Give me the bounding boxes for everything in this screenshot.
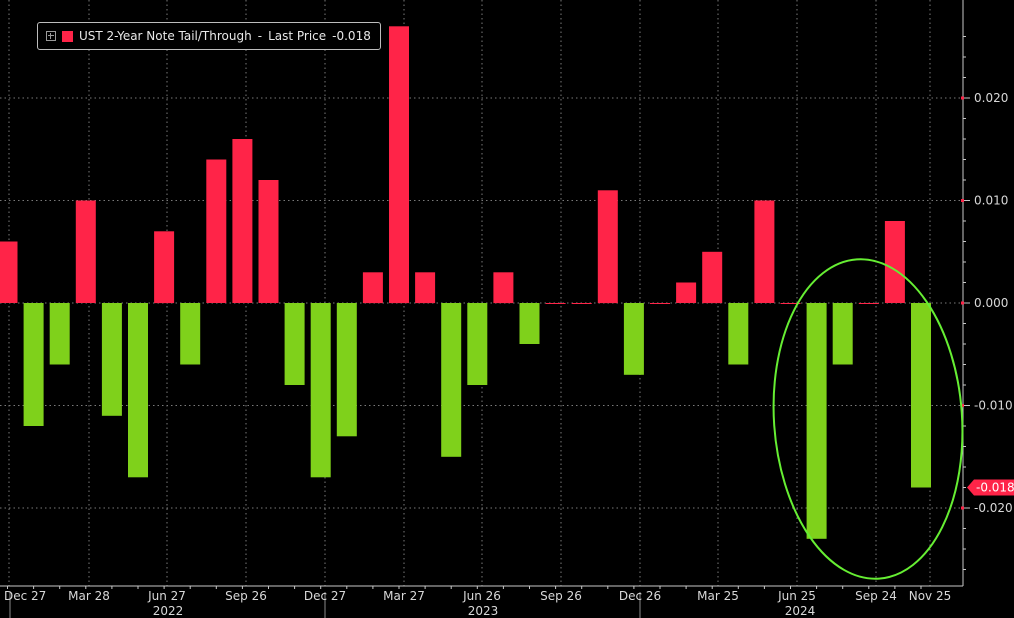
year-label: 2023 xyxy=(468,604,499,618)
legend-swatch xyxy=(62,30,73,42)
bar xyxy=(806,303,827,539)
x-tick-label: Jun 26 xyxy=(462,589,501,603)
legend-series-name: UST 2-Year Note Tail/Through xyxy=(79,29,252,43)
y-tick-label: -0.010 xyxy=(974,399,1013,413)
legend-separator: - xyxy=(257,29,263,43)
bar xyxy=(519,303,540,344)
x-tick-label: Sep 24 xyxy=(855,589,897,603)
bar xyxy=(597,190,618,304)
legend-last-price-label: Last Price xyxy=(268,29,327,43)
y-tick-label: 0.020 xyxy=(974,91,1008,105)
last-price-tag-label: -0.018 xyxy=(976,481,1014,495)
y-tick-marker xyxy=(961,506,964,510)
x-tick-label: Mar 25 xyxy=(697,589,739,603)
bar xyxy=(884,221,905,303)
x-tick-label: Dec 27 xyxy=(304,589,346,603)
highlight-ellipse xyxy=(772,258,964,580)
bar xyxy=(650,303,670,304)
last-price-tag-shape xyxy=(967,479,1014,496)
bar xyxy=(75,200,96,303)
bar xyxy=(467,303,488,385)
bar xyxy=(0,241,18,303)
bar xyxy=(493,272,514,304)
bar xyxy=(180,303,201,365)
bar xyxy=(754,200,775,303)
x-tick-label: Sep 26 xyxy=(225,589,267,603)
year-label: 2022 xyxy=(153,604,184,618)
bar xyxy=(128,303,148,478)
bar xyxy=(232,139,253,303)
x-tick-label: Mar 28 xyxy=(68,589,110,603)
y-tick-marker xyxy=(961,301,964,305)
bar xyxy=(545,303,566,304)
bar xyxy=(832,303,853,365)
bar xyxy=(780,303,801,304)
bar xyxy=(284,303,305,385)
y-tick-marker xyxy=(961,199,964,202)
x-tick-label: Sep 26 xyxy=(540,589,582,603)
last-price-tag: -0.018 xyxy=(967,479,1014,496)
bar xyxy=(101,303,122,416)
bar xyxy=(362,272,383,304)
y-tick-marker xyxy=(961,96,964,100)
x-tick-label: Dec 27 xyxy=(4,589,46,603)
legend-last-price-value: -0.018 xyxy=(332,29,371,43)
x-tick-label: Nov 25 xyxy=(909,589,952,603)
x-tick-label: Jun 25 xyxy=(777,589,816,603)
bar xyxy=(258,180,279,303)
axes xyxy=(0,0,970,618)
x-tick-label: Dec 26 xyxy=(619,589,661,603)
year-label: 2024 xyxy=(785,604,816,618)
bar xyxy=(206,159,227,303)
bar xyxy=(23,303,44,426)
legend-expand-icon[interactable] xyxy=(46,31,56,41)
bar xyxy=(858,303,879,304)
bar xyxy=(154,231,175,304)
bars xyxy=(0,26,931,539)
tick-labels: 0.020 0.010 0.000 -0.010 -0.020 Dec 27 Mar 28 J… xyxy=(4,91,1013,618)
bar xyxy=(389,26,409,304)
bar xyxy=(911,303,931,488)
y-tick-label: 0.000 xyxy=(974,296,1008,310)
legend: UST 2-Year Note Tail/Through - Last Pric… xyxy=(37,22,381,50)
bar xyxy=(702,251,723,304)
x-tick-label: Jun 27 xyxy=(147,589,186,603)
y-tick-marker xyxy=(961,404,964,407)
bar xyxy=(623,303,644,375)
bar xyxy=(676,282,697,303)
y-tick-label: 0.010 xyxy=(974,194,1008,208)
bar xyxy=(415,272,436,304)
bar xyxy=(310,303,331,478)
bar xyxy=(336,303,357,437)
bar xyxy=(571,303,592,304)
bar xyxy=(441,303,462,457)
bar xyxy=(49,303,70,365)
x-tick-label: Mar 27 xyxy=(383,589,425,603)
y-tick-label: -0.020 xyxy=(974,501,1013,515)
bar xyxy=(728,303,749,365)
